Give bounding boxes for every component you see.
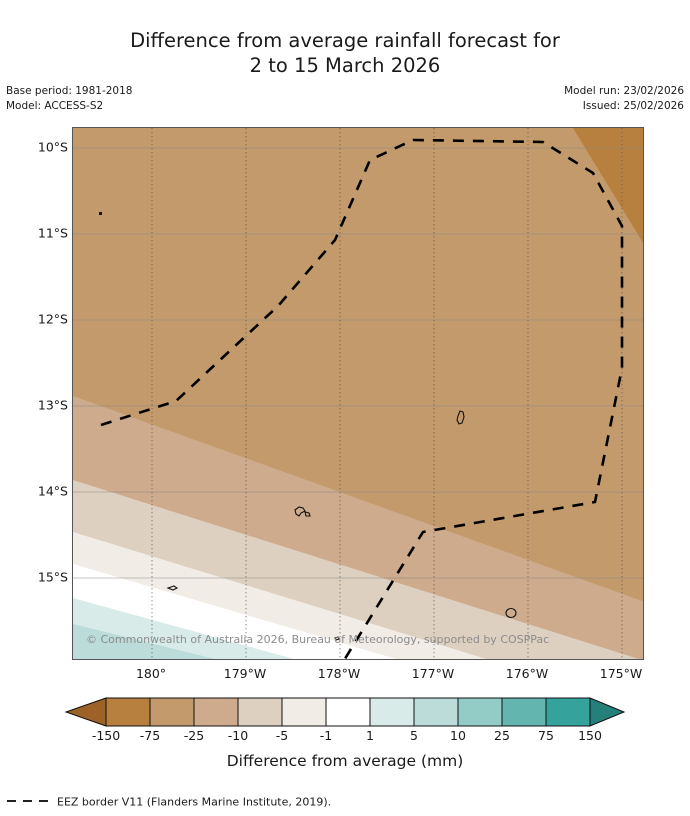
rainfall-anomaly-map xyxy=(72,127,644,660)
cb-swatch xyxy=(105,697,151,727)
cb-swatch-under xyxy=(64,697,107,727)
ytick-label: 11°S xyxy=(37,225,68,241)
xtick-label: 180° xyxy=(135,666,167,681)
colorbar-swatches xyxy=(64,697,626,727)
cb-swatch xyxy=(413,697,459,727)
ytick-label: 14°S xyxy=(37,483,68,499)
cb-swatch xyxy=(545,697,591,727)
cb-swatch xyxy=(369,697,415,727)
model-label: Model: ACCESS-S2 xyxy=(6,100,104,112)
ytick-label: 13°S xyxy=(37,397,68,413)
cb-tick-label: 75 xyxy=(538,728,554,743)
cb-swatch xyxy=(237,697,283,727)
cb-swatch-over xyxy=(589,697,626,727)
colorbar-tick-labels: -150 -75 -25 -10 -5 -1 1 5 10 25 75 150 xyxy=(0,728,690,744)
title-line-1: Difference from average rainfall forecas… xyxy=(130,29,560,52)
cb-tick-label: 1 xyxy=(366,728,374,743)
xtick-label: 177°W xyxy=(411,666,455,681)
cb-swatch xyxy=(325,697,371,727)
cb-tick-label: 5 xyxy=(410,728,418,743)
map-gridlines xyxy=(73,128,643,659)
island-coastlines xyxy=(99,212,517,641)
page-title: Difference from average rainfall forecas… xyxy=(0,28,690,78)
cb-tick-label: -5 xyxy=(275,728,289,743)
base-period-label: Base period: 1981-2018 xyxy=(6,85,133,97)
cb-tick-label: -75 xyxy=(139,728,161,743)
contour-bands xyxy=(73,128,643,659)
cb-tick-label: 25 xyxy=(494,728,510,743)
cb-tick-label: 150 xyxy=(578,728,602,743)
xtick-label: 179°W xyxy=(223,666,267,681)
footer-text: EEZ border V11 (Flanders Marine Institut… xyxy=(57,795,332,809)
cb-tick-label: 10 xyxy=(450,728,466,743)
header-meta-left: Base period: 1981-2018 Model: ACCESS-S2 xyxy=(6,84,132,114)
cb-tick-label: -25 xyxy=(183,728,205,743)
ytick-label: 12°S xyxy=(37,311,68,327)
cb-swatch xyxy=(281,697,327,727)
xtick-label: 178°W xyxy=(317,666,361,681)
cb-tick-label: -1 xyxy=(319,728,333,743)
model-run-label: Model run: 23/02/2026 xyxy=(564,85,684,97)
cb-tick-label: -150 xyxy=(91,728,121,743)
issued-label: Issued: 25/02/2026 xyxy=(582,100,684,112)
cb-swatch xyxy=(457,697,503,727)
footer-legend: EEZ border V11 (Flanders Marine Institut… xyxy=(6,795,331,809)
colorbar-title: Difference from average (mm) xyxy=(226,752,464,770)
cb-tick-label: -10 xyxy=(227,728,249,743)
eez-border-line xyxy=(100,138,624,659)
header-meta-right: Model run: 23/02/2026 Issued: 25/02/2026 xyxy=(564,84,684,114)
xtick-label: 176°W xyxy=(505,666,549,681)
ytick-label: 15°S xyxy=(37,569,68,585)
colorbar xyxy=(60,697,630,727)
xtick-label: 175°W xyxy=(599,666,643,681)
cb-swatch xyxy=(501,697,547,727)
title-line-2: 2 to 15 March 2026 xyxy=(249,54,441,77)
cb-swatch xyxy=(193,697,239,727)
eez-dash-key-icon xyxy=(6,796,52,809)
cb-swatch xyxy=(149,697,195,727)
ytick-label: 10°S xyxy=(37,139,68,155)
